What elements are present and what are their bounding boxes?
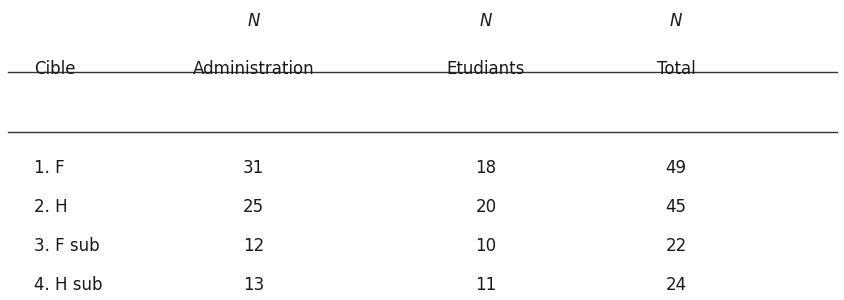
- Text: 49: 49: [665, 159, 685, 177]
- Text: 25: 25: [243, 198, 263, 216]
- Text: 2. H: 2. H: [34, 198, 68, 216]
- Text: 3. F sub: 3. F sub: [34, 237, 100, 255]
- Text: 31: 31: [242, 159, 264, 177]
- Text: Total: Total: [656, 60, 695, 78]
- Text: 18: 18: [474, 159, 496, 177]
- Text: Etudiants: Etudiants: [446, 60, 524, 78]
- Text: 4. H sub: 4. H sub: [34, 276, 102, 294]
- Text: 11: 11: [474, 276, 496, 294]
- Text: 20: 20: [474, 198, 496, 216]
- Text: 13: 13: [242, 276, 264, 294]
- Text: 22: 22: [664, 237, 686, 255]
- Text: 12: 12: [242, 237, 264, 255]
- Text: Cible: Cible: [34, 60, 75, 78]
- Text: Administration: Administration: [192, 60, 314, 78]
- Text: N: N: [247, 12, 259, 30]
- Text: N: N: [479, 12, 491, 30]
- Text: 45: 45: [665, 198, 685, 216]
- Text: N: N: [669, 12, 681, 30]
- Text: 24: 24: [665, 276, 686, 294]
- Text: 1. F: 1. F: [34, 159, 64, 177]
- Text: 10: 10: [474, 237, 496, 255]
